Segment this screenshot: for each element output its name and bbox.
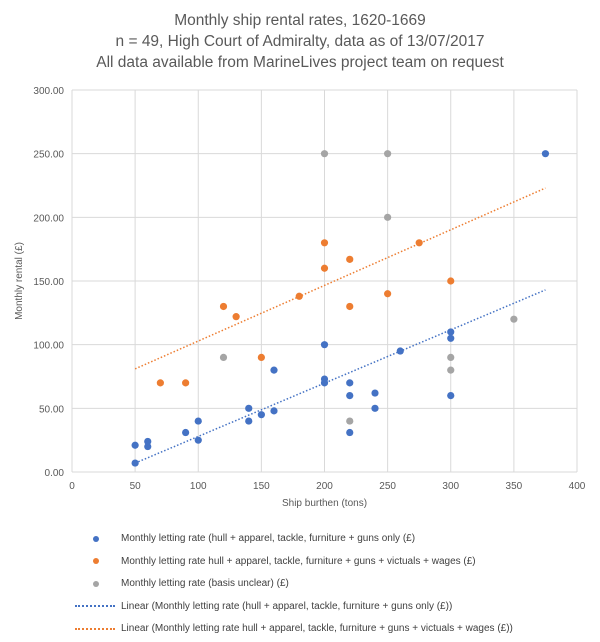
data-point <box>371 389 379 397</box>
x-tick-label: 150 <box>253 481 270 492</box>
data-point <box>131 459 139 467</box>
x-tick-label: 200 <box>316 481 333 492</box>
legend-label: Linear (Monthly letting rate (hull + app… <box>121 600 453 612</box>
data-point <box>371 404 379 412</box>
legend-entry: Monthly letting rate (basis unclear) (£) <box>75 578 289 589</box>
data-point <box>270 407 278 415</box>
data-point <box>510 315 518 323</box>
data-point <box>219 353 228 361</box>
data-point <box>245 404 253 412</box>
data-point <box>346 255 354 263</box>
data-point <box>320 264 329 272</box>
data-point <box>245 417 253 425</box>
legend-line-marker <box>75 627 115 630</box>
data-point <box>320 239 329 247</box>
legend-entry: Linear (Monthly letting rate hull + appa… <box>75 623 513 634</box>
data-point <box>447 334 455 342</box>
x-tick-label: 0 <box>69 481 75 492</box>
legend-line-marker <box>75 605 115 607</box>
data-point <box>144 442 152 451</box>
data-point <box>182 428 190 437</box>
data-point <box>396 347 404 355</box>
data-point <box>257 411 265 419</box>
data-point <box>346 428 354 437</box>
legend-entry: Linear (Monthly letting rate (hull + app… <box>75 601 452 612</box>
trendline <box>134 289 546 464</box>
x-tick-label: 50 <box>130 481 142 492</box>
legend-label: Linear (Monthly letting rate hull + appa… <box>121 623 513 634</box>
legend-label: Monthly letting rate hull + apparel, tac… <box>121 555 476 567</box>
data-point <box>384 290 392 298</box>
data-point <box>144 437 152 446</box>
x-tick-label: 300 <box>442 481 459 492</box>
data-point <box>182 379 190 387</box>
y-tick-label: 200.00 <box>33 213 64 224</box>
x-tick-label: 250 <box>379 481 396 492</box>
data-point <box>320 150 329 158</box>
y-tick-label: 50.00 <box>39 404 64 415</box>
data-point <box>447 392 455 400</box>
data-point <box>156 379 164 387</box>
data-point <box>257 353 265 361</box>
legend-label: Monthly letting rate (hull + apparel, ta… <box>121 533 416 544</box>
x-tick-label: 400 <box>569 481 586 492</box>
data-point <box>447 277 455 285</box>
data-point <box>447 328 455 336</box>
data-point <box>415 239 423 247</box>
data-point <box>232 313 240 321</box>
data-point <box>295 292 303 300</box>
data-point <box>384 150 392 158</box>
y-tick-label: 150.00 <box>33 277 64 288</box>
x-axis-label: Ship burthen (tons) <box>282 498 367 509</box>
data-point <box>194 436 202 444</box>
legend-entry: Monthly letting rate hull + apparel, tac… <box>75 556 476 567</box>
chart-title-line2: n = 49, High Court of Admiralty, data as… <box>115 33 485 50</box>
x-tick-label: 100 <box>190 481 207 492</box>
data-point <box>384 213 392 221</box>
chart-title-line1: Monthly ship rental rates, 1620-1669 <box>174 12 426 29</box>
legend-label: Monthly letting rate (basis unclear) (£) <box>121 578 289 589</box>
data-point <box>131 441 139 449</box>
data-point <box>447 366 455 374</box>
data-point <box>219 302 228 311</box>
y-tick-label: 250.00 <box>33 150 64 161</box>
data-point <box>346 392 354 400</box>
data-point <box>270 366 278 374</box>
data-point <box>346 417 354 425</box>
legend-entry: Monthly letting rate (hull + apparel, ta… <box>75 533 415 544</box>
y-tick-label: 300.00 <box>33 86 64 97</box>
data-point <box>346 302 354 311</box>
legend-dot-marker <box>93 580 99 587</box>
y-axis-label: Monthly rental (£) <box>14 242 25 320</box>
data-point <box>346 379 354 387</box>
data-point <box>541 150 550 158</box>
trendline <box>134 187 546 370</box>
chart-title-line3: All data available from MarineLives proj… <box>96 54 504 71</box>
legend-dot-marker <box>93 535 99 542</box>
legend-dot-marker <box>93 558 99 564</box>
data-point <box>447 353 455 361</box>
data-point <box>194 417 202 425</box>
y-tick-label: 100.00 <box>33 341 64 352</box>
y-tick-label: 0.00 <box>45 468 65 479</box>
x-tick-label: 350 <box>506 481 523 492</box>
data-point <box>320 341 329 349</box>
data-point <box>320 379 329 387</box>
